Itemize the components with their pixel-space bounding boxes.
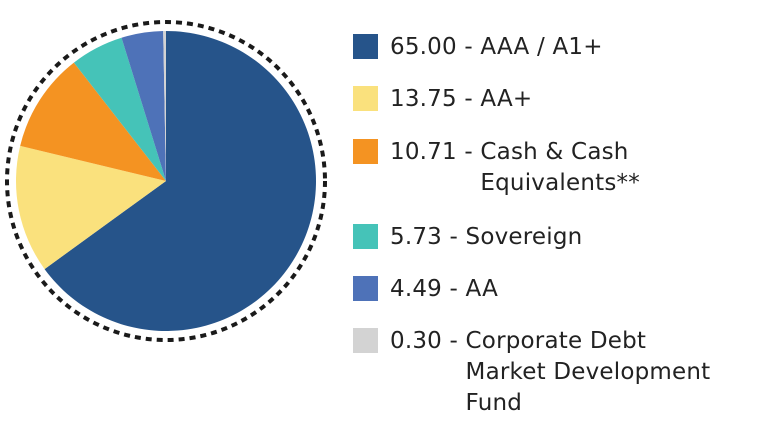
legend-swatch [353, 139, 378, 164]
legend-swatch [353, 34, 378, 59]
legend-label: AA+ [480, 86, 533, 112]
legend-swatch [353, 328, 378, 353]
legend-item-cdmdf: 0.30 - Corporate Debt Market Development F… [353, 326, 710, 419]
legend-value: 10.71 [390, 139, 457, 165]
legend-value: 4.49 [390, 276, 443, 302]
pie-slice [73, 37, 166, 182]
pie-slice [16, 145, 166, 270]
legend-item-aaa: 65.00 - AAA / A1+ [353, 32, 603, 63]
legend-swatch [353, 276, 378, 301]
legend-label: AAA / A1+ [480, 34, 603, 60]
legend-value: 65.00 [390, 34, 457, 60]
pie-slice [121, 31, 166, 181]
legend-item-aa: 4.49 - AA [353, 274, 498, 305]
pie-slice [20, 62, 166, 181]
pie-slice [44, 31, 317, 331]
legend-item-cash: 10.71 - Cash & Cash Equivalents** [353, 137, 640, 199]
pie-chart [5, 20, 327, 342]
legend-item-sovereign: 5.73 - Sovereign [353, 222, 582, 253]
legend-value: 5.73 [390, 224, 443, 250]
legend-label: AA [465, 276, 499, 302]
legend-label: Cash & Cash Equivalents** [480, 139, 640, 196]
legend-swatch [353, 224, 378, 249]
legend-value: 13.75 [390, 86, 457, 112]
legend-label: Corporate Debt Market Development Fund [465, 328, 711, 416]
legend-swatch [353, 86, 378, 111]
pie-slice [163, 31, 166, 181]
legend-value: 0.30 [390, 328, 443, 354]
legend-label: Sovereign [465, 224, 583, 250]
legend-item-aa-plus: 13.75 - AA+ [353, 84, 532, 115]
pie-dashed-outline [5, 20, 327, 342]
pie-slices [16, 31, 317, 331]
